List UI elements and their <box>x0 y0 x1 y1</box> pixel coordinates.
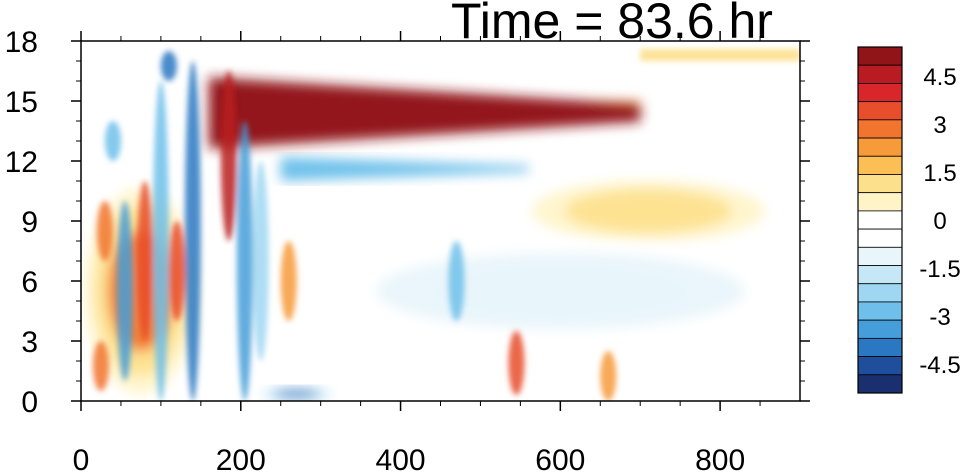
left-streaks <box>92 49 800 401</box>
colorbar-label-6: -4.5 <box>919 352 960 379</box>
colorbar-swatch-0 <box>857 46 903 66</box>
streak-15 <box>104 121 121 161</box>
streak-14 <box>600 351 617 401</box>
colorbar-swatch-2 <box>857 83 903 103</box>
y-tick-label-6: 18 <box>5 26 38 59</box>
streak-4 <box>184 61 201 401</box>
colorbar-swatch-10 <box>857 228 903 248</box>
colorbar-swatch-11 <box>857 246 903 266</box>
field-feature-4 <box>259 387 335 401</box>
colorbar-label-1: 3 <box>933 112 946 139</box>
streak-2 <box>152 81 169 401</box>
colorbar-swatch-3 <box>857 101 903 121</box>
y-tick-label-3: 9 <box>21 206 38 239</box>
colorbar-frame <box>857 46 903 394</box>
streak-12 <box>448 241 465 321</box>
x-tick-label-3: 600 <box>535 444 585 473</box>
colorbar-label-5: -3 <box>929 304 950 331</box>
colorbar-swatch-5 <box>857 137 903 157</box>
streak-6 <box>236 121 253 401</box>
streak-1 <box>136 181 153 341</box>
colorbar-swatch-8 <box>857 192 903 212</box>
colorbar-swatch-16 <box>857 337 903 357</box>
y-tick-label-5: 15 <box>5 86 38 119</box>
heatmap-field <box>81 41 800 401</box>
colorbar-label-2: 1.5 <box>923 160 956 187</box>
streak-0 <box>116 201 133 381</box>
colorbar-swatch-14 <box>857 301 903 321</box>
colorbar-label-4: -1.5 <box>919 256 960 283</box>
colorbar-swatch-15 <box>857 319 903 339</box>
colorbar-swatch-7 <box>857 174 903 194</box>
field-feature-1 <box>280 157 529 181</box>
streak-5 <box>220 71 237 241</box>
streak-8 <box>280 241 297 321</box>
field-feature-0 <box>208 77 641 149</box>
colorbar-swatch-4 <box>857 119 903 139</box>
axes: 0 200 400 600 800 0 3 6 9 12 15 18 <box>5 26 810 473</box>
colorbar-swatch-1 <box>857 64 903 84</box>
colorbar-swatch-18 <box>857 374 903 394</box>
x-tick-label-1: 200 <box>216 444 266 473</box>
y-tick-label-2: 6 <box>21 266 38 299</box>
colorbar-label-0: 4.5 <box>923 64 956 91</box>
top-right-strip <box>640 49 800 61</box>
colorbar-swatch-12 <box>857 265 903 285</box>
y-tick-label-1: 3 <box>21 326 38 359</box>
streak-7 <box>252 161 269 361</box>
field-feature-2 <box>506 173 791 249</box>
y-tick-label-0: 0 <box>21 386 38 419</box>
colorbar-swatch-6 <box>857 155 903 175</box>
colorbar-swatch-13 <box>857 283 903 303</box>
colorbar: 4.5 3 1.5 0 -1.5 -3 -4.5 <box>857 46 961 394</box>
streak-9 <box>92 341 109 391</box>
colorbar-swatch-9 <box>857 210 903 230</box>
x-tick-label-4: 800 <box>695 444 745 473</box>
colorbar-swatch-17 <box>857 356 903 376</box>
y-tick-label-4: 12 <box>5 146 38 179</box>
streak-11 <box>160 51 177 81</box>
x-tick-label-0: 0 <box>73 444 90 473</box>
colorbar-label-3: 0 <box>933 208 946 235</box>
field-feature-3 <box>336 244 785 338</box>
streak-13 <box>508 331 525 395</box>
streak-10 <box>96 201 113 261</box>
x-tick-label-2: 400 <box>376 444 426 473</box>
streak-3 <box>168 221 185 321</box>
